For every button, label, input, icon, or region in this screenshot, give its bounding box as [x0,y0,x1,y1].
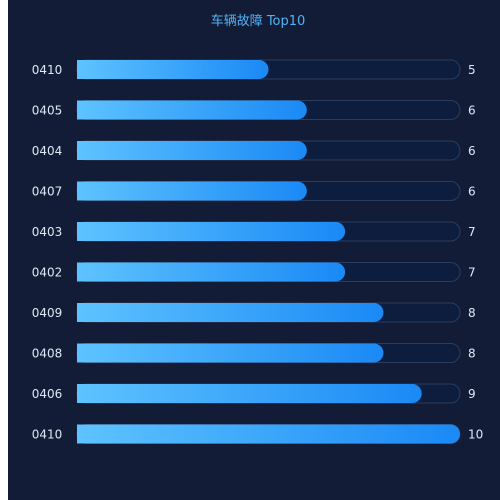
chart-panel [8,0,500,500]
value-label: 7 [468,266,476,280]
category-label: 0408 [32,347,63,361]
bar [77,181,307,201]
value-label: 5 [468,63,476,77]
bar [77,384,422,403]
category-label: 0406 [32,387,63,401]
category-label: 0405 [32,104,63,118]
category-label: 0409 [32,306,63,320]
value-label: 7 [468,225,476,239]
bar [77,60,269,79]
category-label: 0410 [32,428,63,442]
category-label: 0404 [32,144,63,158]
category-label: 0407 [32,185,63,199]
value-label: 9 [468,387,476,401]
value-label: 6 [468,144,476,158]
value-label: 6 [468,185,476,199]
chart-title: 车辆故障 Top10 [211,13,306,29]
category-label: 0402 [32,266,63,280]
bar [77,262,346,282]
bar [77,222,346,241]
value-label: 6 [468,104,476,118]
value-label: 10 [468,428,483,442]
bar-group: 0410 5 0405 6 0404 6 0407 6 0403 7 0402 7 0409 8 0408 8… [32,59,483,444]
bar [77,343,384,363]
category-label: 0403 [32,225,63,239]
bar [77,424,461,444]
bar [77,303,384,322]
category-label: 0410 [32,63,63,77]
bar [77,141,307,160]
value-label: 8 [468,347,476,361]
value-label: 8 [468,306,476,320]
bar [77,100,307,120]
